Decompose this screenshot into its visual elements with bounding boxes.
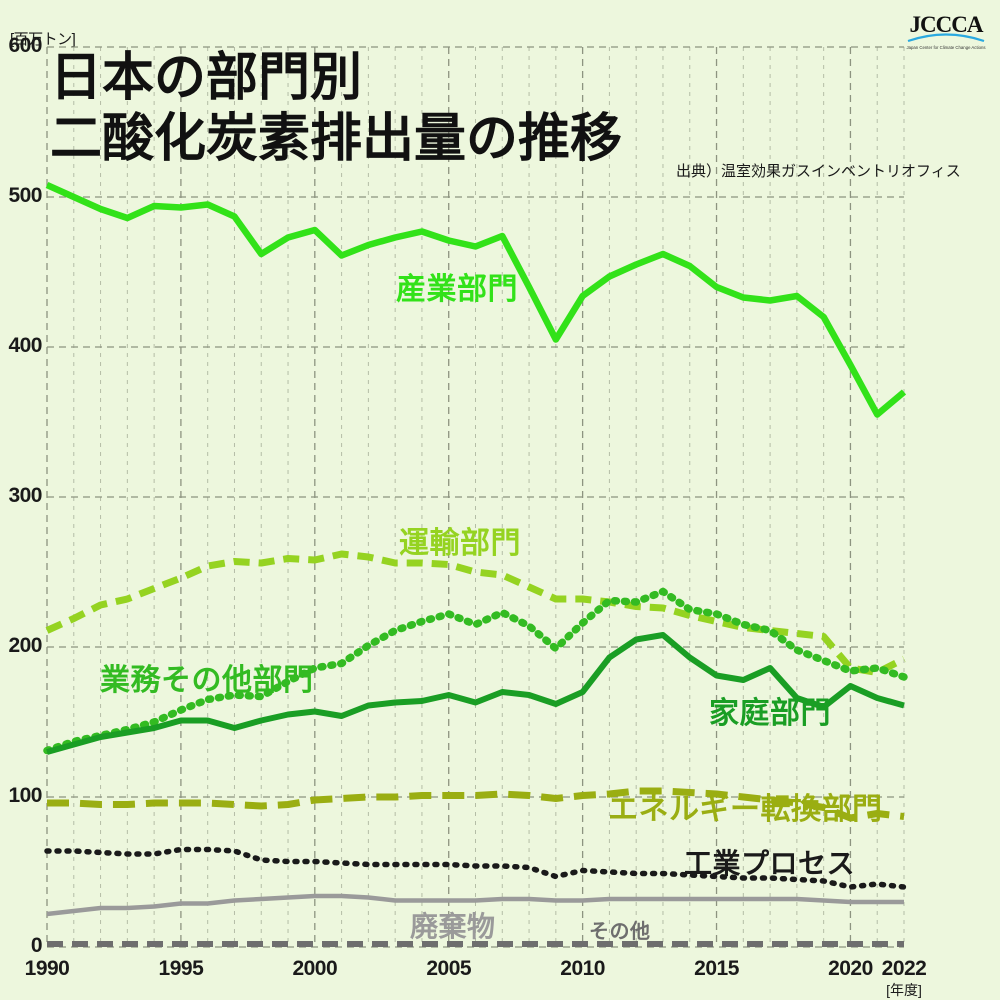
series-group xyxy=(43,182,908,947)
series-line xyxy=(43,587,908,755)
y-tick-100: 100 xyxy=(8,784,42,807)
series-line xyxy=(45,182,907,418)
x-tick-2015: 2015 xyxy=(694,957,739,980)
y-tick-0: 0 xyxy=(30,934,43,957)
jccca-logo-tagline: Japan Center for Climate Change Actions xyxy=(906,45,985,50)
series-label-household: 家庭部門 xyxy=(709,696,831,731)
x-tick-2010: 2010 xyxy=(560,957,605,980)
x-tick-1990: 1990 xyxy=(24,957,70,980)
y-tick-500: 500 xyxy=(8,184,42,207)
x-tick-2020: 2020 xyxy=(828,957,873,980)
logo-swoosh-icon xyxy=(907,33,985,43)
series-line xyxy=(46,632,905,755)
x-axis-unit-label: [年度] xyxy=(886,982,922,998)
series-label-commercial: 業務その他部門 xyxy=(100,663,314,698)
series-line xyxy=(47,787,905,822)
series-label-industry: 産業部門 xyxy=(396,272,518,307)
jccca-logo[interactable]: JCCCA Japan Center for Climate Change Ac… xyxy=(900,8,992,52)
y-tick-300: 300 xyxy=(8,484,42,507)
series-label-transport: 運輸部門 xyxy=(399,526,521,561)
page-title: 日本の部門別 二酸化炭素排出量の推移 xyxy=(50,48,623,170)
y-axis-unit-label: [百万トン] xyxy=(10,31,76,48)
series-label-other: その他 xyxy=(589,919,651,943)
x-tick-1995: 1995 xyxy=(158,957,204,980)
y-tick-400: 400 xyxy=(8,334,42,357)
y-tick-200: 200 xyxy=(8,634,42,657)
x-tick-2005: 2005 xyxy=(426,957,472,980)
x-tick-2000: 2000 xyxy=(292,957,338,980)
y-tick-600: 600 xyxy=(8,34,42,57)
series-label-process: 工業プロセス xyxy=(684,847,856,880)
jccca-logo-text: JCCCA xyxy=(910,12,984,37)
series-label-energy: エネルギー転換部門 xyxy=(608,792,883,827)
series-line xyxy=(46,893,904,917)
source-note: 出典）温室効果ガスインベントリオフィス xyxy=(676,163,961,180)
series-label-waste: 廃棄物 xyxy=(410,910,496,943)
series-line xyxy=(44,846,907,890)
x-tick-2022: 2022 xyxy=(881,957,927,980)
